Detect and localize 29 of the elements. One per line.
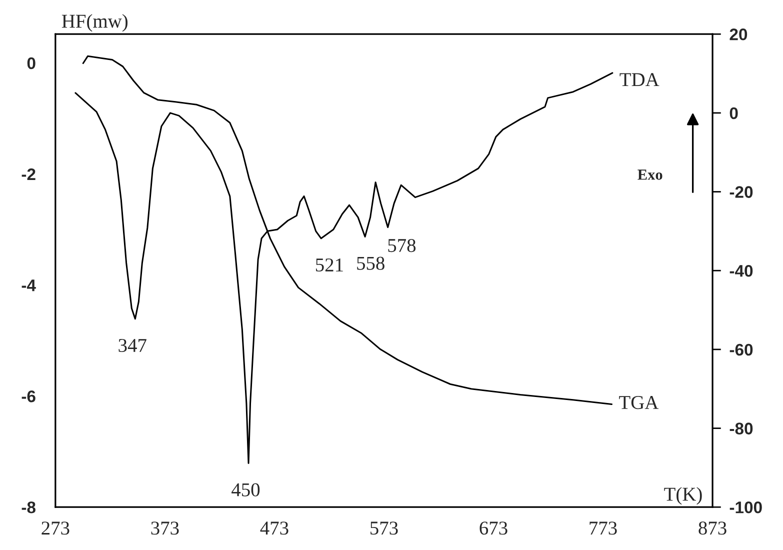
y2-tick-label: -20 bbox=[730, 186, 753, 198]
y-tick-label: -6 bbox=[22, 390, 36, 402]
x-tick-label: 473 bbox=[260, 522, 288, 535]
y-tick-label: -4 bbox=[22, 280, 36, 292]
y2-tick-label: -40 bbox=[730, 265, 753, 277]
x-tick-label: 273 bbox=[42, 522, 70, 535]
annotation: Exo bbox=[638, 170, 662, 180]
y2-tick-label: 20 bbox=[730, 28, 748, 40]
y-tick-label: 0 bbox=[27, 57, 36, 70]
x-axis-title: T(K) bbox=[664, 487, 702, 505]
y2-tick-label: -100 bbox=[730, 502, 762, 514]
series-label: TGA bbox=[619, 396, 659, 410]
y2-tick-label: -60 bbox=[730, 344, 753, 356]
x-tick-label: 373 bbox=[151, 522, 179, 535]
x-tick-label: 773 bbox=[590, 522, 617, 535]
x-tick-label: 873 bbox=[698, 522, 726, 535]
annotation: 347 bbox=[118, 338, 146, 352]
series-label: TDA bbox=[620, 73, 660, 86]
annotation: 450 bbox=[232, 483, 260, 496]
x-tick-label: 673 bbox=[480, 522, 508, 535]
x-tick-label: 573 bbox=[370, 522, 398, 535]
y-tick-label: -8 bbox=[22, 502, 36, 514]
y-axis-title: HF(mw) bbox=[62, 14, 128, 32]
y2-tick-label: 0 bbox=[730, 107, 738, 120]
annotation: 578 bbox=[388, 238, 416, 252]
annotation: 558 bbox=[357, 256, 384, 270]
y-tick-label: -2 bbox=[22, 168, 36, 180]
annotation: 521 bbox=[316, 258, 343, 272]
y2-tick-label: -80 bbox=[730, 422, 753, 434]
